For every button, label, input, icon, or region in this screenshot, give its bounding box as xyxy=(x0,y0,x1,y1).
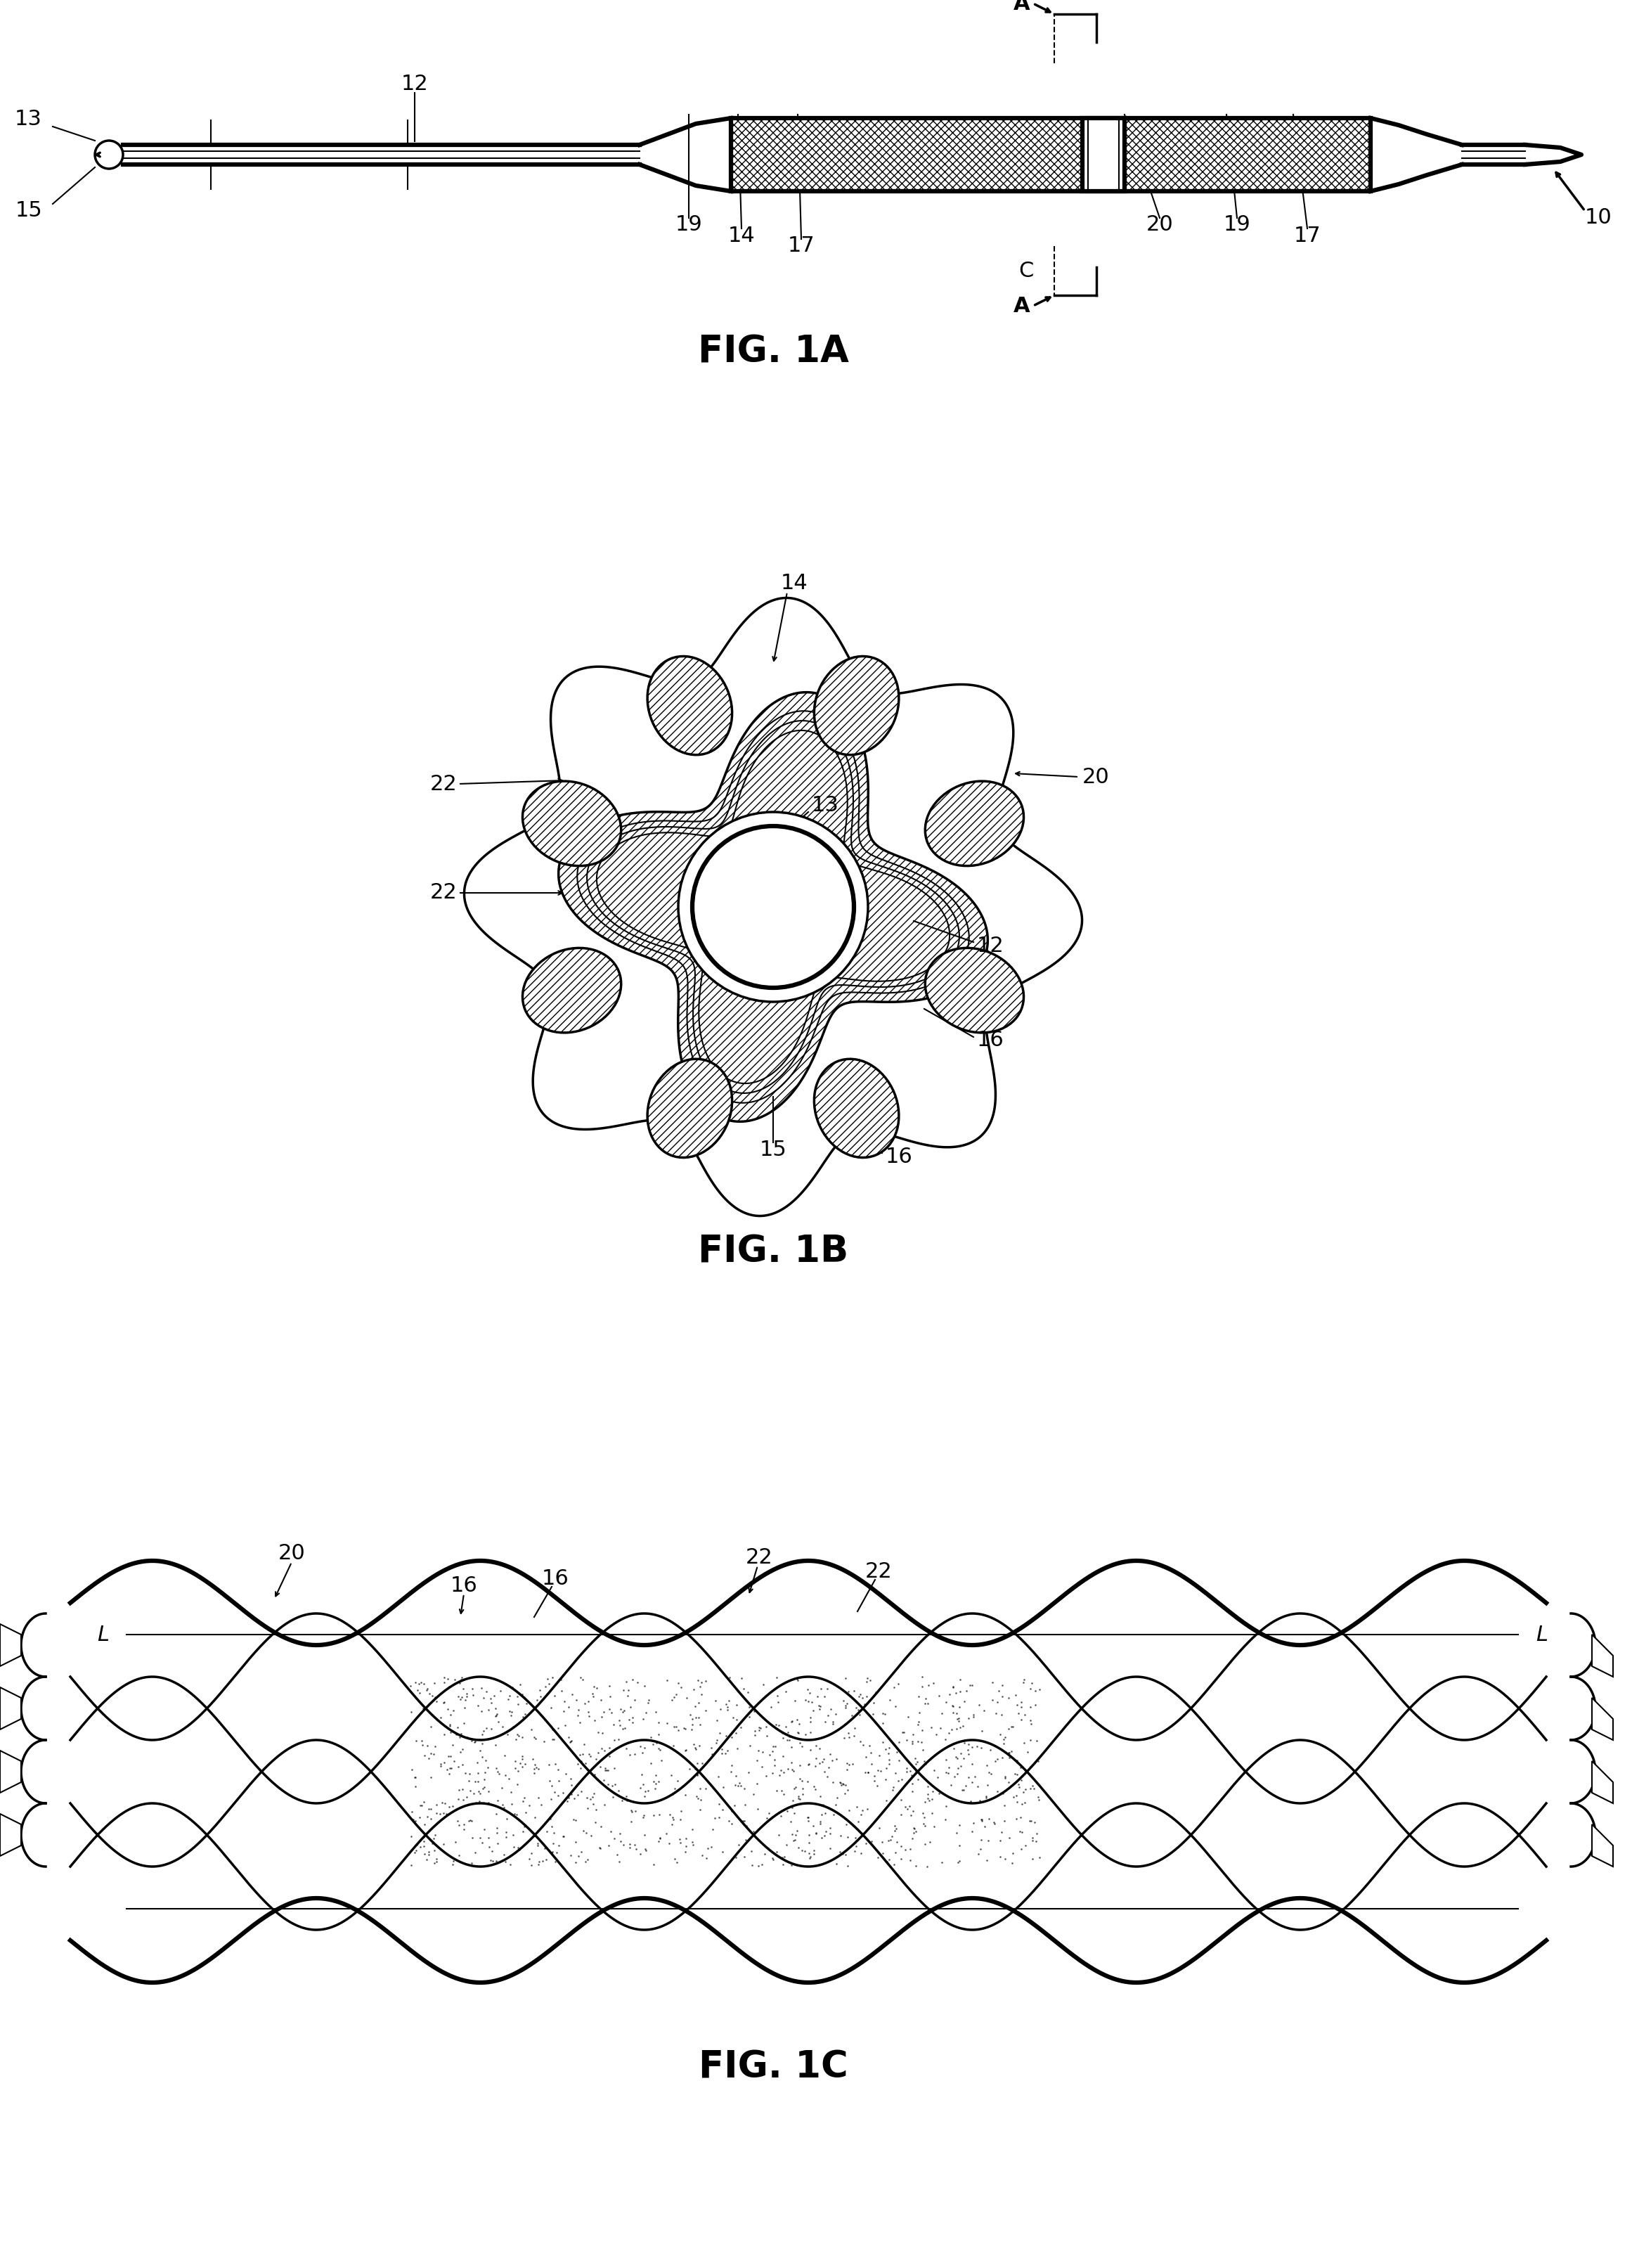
Polygon shape xyxy=(731,118,1371,191)
Text: A: A xyxy=(1013,295,1030,315)
Text: 16: 16 xyxy=(978,1030,1004,1050)
Ellipse shape xyxy=(522,780,622,866)
Text: 22: 22 xyxy=(429,882,457,903)
Ellipse shape xyxy=(648,655,733,755)
Text: 16: 16 xyxy=(886,1145,912,1166)
Text: 12: 12 xyxy=(978,934,1004,955)
Ellipse shape xyxy=(814,1059,899,1157)
Text: 13: 13 xyxy=(811,794,839,814)
Text: 13: 13 xyxy=(15,109,42,129)
Text: FIG. 1C: FIG. 1C xyxy=(698,2048,849,2084)
Text: L: L xyxy=(1536,1624,1547,1644)
Text: 19: 19 xyxy=(1224,215,1250,236)
Text: 14: 14 xyxy=(780,574,808,594)
Text: 22: 22 xyxy=(865,1560,893,1581)
Polygon shape xyxy=(1591,1635,1612,1676)
Polygon shape xyxy=(0,1687,21,1730)
Text: 15: 15 xyxy=(15,200,42,220)
Text: 16: 16 xyxy=(450,1576,478,1597)
Text: 14: 14 xyxy=(728,225,756,245)
Text: 17: 17 xyxy=(1294,225,1320,245)
Ellipse shape xyxy=(522,948,622,1032)
Polygon shape xyxy=(0,1751,21,1792)
Polygon shape xyxy=(558,692,987,1123)
Text: 20: 20 xyxy=(1082,767,1110,787)
Ellipse shape xyxy=(925,948,1023,1032)
Circle shape xyxy=(679,812,868,1002)
Text: 12: 12 xyxy=(401,75,428,95)
Text: 10: 10 xyxy=(1585,209,1612,229)
Text: C: C xyxy=(1018,261,1033,281)
Ellipse shape xyxy=(925,780,1023,866)
Ellipse shape xyxy=(814,655,899,755)
Polygon shape xyxy=(0,1624,21,1667)
Text: L: L xyxy=(96,1624,109,1644)
Text: FIG. 1A: FIG. 1A xyxy=(697,333,849,370)
Text: 16: 16 xyxy=(542,1567,570,1588)
Text: 22: 22 xyxy=(429,773,457,794)
Text: 15: 15 xyxy=(759,1139,787,1159)
Polygon shape xyxy=(1591,1699,1612,1740)
Text: 20: 20 xyxy=(277,1545,305,1565)
Text: 19: 19 xyxy=(676,215,702,236)
Polygon shape xyxy=(0,1814,21,1855)
Text: A: A xyxy=(1013,0,1030,14)
Circle shape xyxy=(692,826,854,989)
Polygon shape xyxy=(1591,1762,1612,1803)
Polygon shape xyxy=(463,599,1082,1216)
Text: 22: 22 xyxy=(746,1547,772,1567)
Text: 17: 17 xyxy=(788,236,814,256)
Bar xyxy=(1082,118,1124,191)
Polygon shape xyxy=(1591,1823,1612,1867)
Ellipse shape xyxy=(648,1059,733,1157)
Text: FIG. 1B: FIG. 1B xyxy=(698,1234,849,1270)
Text: 20: 20 xyxy=(1146,215,1173,236)
